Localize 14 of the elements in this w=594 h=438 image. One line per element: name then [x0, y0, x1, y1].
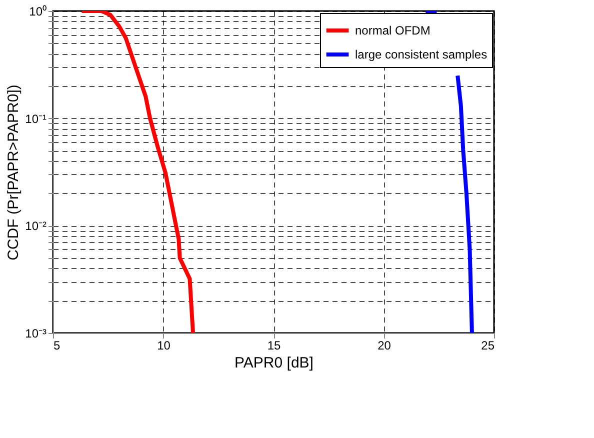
- y-tick-label: 10⁰: [29, 4, 46, 18]
- x-axis-title: PAPR0 [dB]: [234, 354, 314, 372]
- legend-label: normal OFDM: [355, 24, 430, 38]
- line-series: [80, 11, 196, 333]
- x-tick-label: 20: [378, 338, 392, 352]
- legend-label: large consistent samples: [355, 48, 488, 62]
- x-tick-label: 5: [54, 338, 60, 352]
- x-tick-label: 15: [267, 338, 281, 352]
- y-tick-label: 10⁻²: [25, 219, 47, 234]
- x-tick-label: 25: [481, 338, 495, 352]
- y-axis-title: CCDF (Pr[PAPR>PAPR0]): [5, 84, 22, 260]
- x-tick-label: 10: [157, 338, 171, 352]
- y-tick-label: 10⁻¹: [25, 112, 47, 126]
- y-tick-label: 10⁻³: [25, 326, 47, 340]
